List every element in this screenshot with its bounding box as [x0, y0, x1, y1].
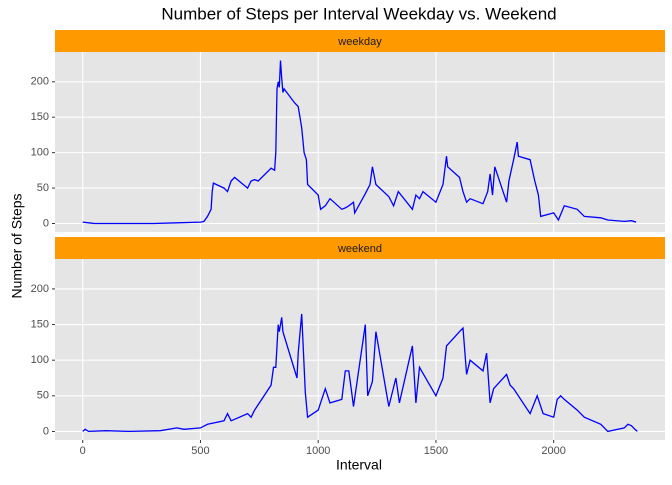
- strip-label: weekend: [337, 243, 382, 255]
- data-line: [82, 60, 637, 225]
- x-tick-label: 1000: [306, 445, 330, 457]
- x-tick-label: 1500: [424, 445, 448, 457]
- x-axis-title: Interval: [336, 457, 382, 473]
- y-tick-label: 150: [31, 111, 49, 123]
- x-tick-label: 500: [191, 445, 209, 457]
- panel: [55, 259, 665, 440]
- y-tick-label: 100: [31, 354, 49, 366]
- strip: [55, 237, 665, 259]
- y-tick-label: 0: [43, 425, 49, 437]
- x-tick-label: 0: [80, 445, 86, 457]
- strip-label: weekday: [337, 36, 382, 48]
- panel: [55, 52, 665, 232]
- data-line: [82, 313, 638, 433]
- chart-title: Number of Steps per Interval Weekday vs.…: [161, 4, 556, 23]
- y-tick-label: 0: [43, 217, 49, 229]
- y-tick-label: 200: [31, 283, 49, 295]
- y-axis-title: Number of Steps: [9, 193, 25, 298]
- x-tick-label: 2000: [541, 445, 565, 457]
- y-tick-label: 50: [37, 182, 49, 194]
- y-tick-label: 200: [31, 76, 49, 88]
- y-tick-label: 50: [37, 390, 49, 402]
- y-tick-label: 150: [31, 318, 49, 330]
- y-tick-label: 100: [31, 147, 49, 159]
- strip: [55, 30, 665, 52]
